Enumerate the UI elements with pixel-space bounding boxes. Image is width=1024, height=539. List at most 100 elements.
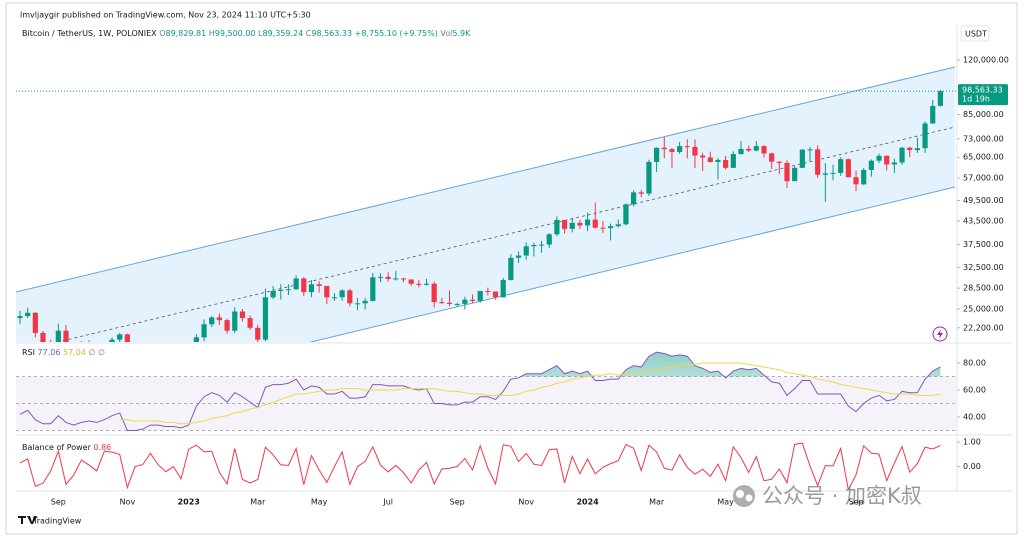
series-line xyxy=(19,351,941,432)
candle-body xyxy=(868,160,874,170)
candle-body xyxy=(615,224,621,227)
candle-body xyxy=(508,257,514,280)
legend-value: 99,500.00 xyxy=(215,29,256,38)
candle-body xyxy=(301,278,307,293)
candle-body xyxy=(492,291,499,298)
candle-body xyxy=(738,148,744,155)
x-tick-label: Mar xyxy=(250,498,266,507)
x-tick-label: 2024 xyxy=(576,498,599,507)
candle-body xyxy=(853,177,859,185)
legend-key: Vol xyxy=(440,29,452,38)
rsi-pane xyxy=(16,351,956,432)
currency[interactable]: USDT xyxy=(965,30,987,39)
y-tick-label: 80.00 xyxy=(963,358,986,367)
watermark-text: 公众号 · 加密K叔 xyxy=(762,484,922,508)
candle-body xyxy=(700,155,706,158)
candle-body xyxy=(416,283,422,285)
currency-box[interactable] xyxy=(960,25,990,42)
x-tick-label: Jul xyxy=(382,498,393,507)
legend-key: L xyxy=(258,29,263,38)
channel-lower xyxy=(308,186,956,342)
candle-body xyxy=(546,234,552,245)
y-tick-label: 32,500.00 xyxy=(963,263,1004,272)
y-tick-label: 85,000.00 xyxy=(963,110,1004,119)
candle-body xyxy=(845,159,851,178)
y-tick-label: 0.00 xyxy=(963,462,981,471)
x-tick-label: Sep xyxy=(848,498,863,507)
candle-body xyxy=(40,332,46,342)
y-tick-label: 57,000.00 xyxy=(963,174,1004,183)
tv-brand: TradingView xyxy=(32,517,82,526)
candle-body xyxy=(262,297,269,340)
candle-body xyxy=(124,334,130,342)
candle-body xyxy=(446,302,453,304)
x-tick-label: Nov xyxy=(518,498,534,507)
candle-body xyxy=(646,161,652,194)
legend-key: H xyxy=(209,29,215,38)
candle-body xyxy=(638,192,644,194)
candle-body xyxy=(891,162,897,165)
candle-body xyxy=(339,290,345,298)
candle-body xyxy=(385,276,391,279)
y-tick-label: 65,000.00 xyxy=(963,153,1004,162)
candle-body xyxy=(347,290,353,304)
alert-bolt xyxy=(937,329,943,339)
watermark: 公众号 · 加密K叔 xyxy=(733,484,922,508)
y-tick-label: 60.00 xyxy=(963,385,986,394)
candle-body xyxy=(216,317,223,321)
candle-body xyxy=(55,330,61,342)
candle-body xyxy=(232,311,238,331)
publisher-line: lmvljaygir published on TradingView.com,… xyxy=(20,11,311,20)
x-tick-label: Sep xyxy=(51,498,66,507)
candle-body xyxy=(600,227,606,229)
last-price-label: 98,563.33 xyxy=(962,86,1003,95)
watermark-icon xyxy=(736,490,744,498)
candle-body xyxy=(561,219,568,229)
candle-body xyxy=(584,219,591,226)
legend-change: +8,755.10 (+9.75%) xyxy=(355,29,438,38)
series-line xyxy=(119,362,941,425)
bop-legend: Balance of Power 0.86 xyxy=(22,443,111,452)
candle-body xyxy=(469,299,476,301)
candle-body xyxy=(769,153,775,162)
candle-body xyxy=(439,302,445,304)
candle-body xyxy=(109,339,115,342)
rsi-value: 77.06 xyxy=(38,348,61,357)
countdown: 1d 19h xyxy=(962,95,990,104)
channel xyxy=(16,66,956,342)
candle-body xyxy=(914,148,920,151)
candle-body xyxy=(707,157,713,162)
candle-body xyxy=(623,204,629,225)
candle-body xyxy=(569,222,575,229)
y-tick-label: 43,500.00 xyxy=(963,216,1004,225)
rsi-ma-value: 57.04 xyxy=(63,348,86,357)
main-legend: Bitcoin / TetherUS, 1W, POLONIEX O89,829… xyxy=(22,29,471,38)
legend-value: 98,563.33 xyxy=(311,29,352,38)
candle-body xyxy=(247,318,253,328)
x-tick-label: May xyxy=(717,498,734,507)
candle-body xyxy=(799,149,805,168)
candle-body xyxy=(577,222,583,226)
channel-mid xyxy=(56,126,956,342)
candle-body xyxy=(485,290,491,292)
symbol: Bitcoin / TetherUS, 1W, POLONIEX xyxy=(22,29,157,38)
candle-body xyxy=(316,284,322,286)
candle-body xyxy=(431,283,437,303)
last-price-tag xyxy=(958,84,1008,106)
candle-body xyxy=(393,278,399,280)
candle-body xyxy=(17,316,23,319)
tv-logo xyxy=(18,516,37,524)
candle-body xyxy=(592,219,598,228)
y-tick-label: 40.00 xyxy=(963,413,986,422)
candle-body xyxy=(239,311,246,319)
candle-body xyxy=(822,173,828,175)
legend-key: C xyxy=(306,29,312,38)
x-tick-label: May xyxy=(311,498,328,507)
candle-body xyxy=(423,283,430,285)
candle-body xyxy=(63,330,69,342)
candle-body xyxy=(515,255,522,258)
y-tick-label: 49,500.00 xyxy=(963,196,1004,205)
candle-body xyxy=(861,169,867,185)
candle-body xyxy=(538,244,545,246)
rsi-title: RSI xyxy=(22,348,35,357)
